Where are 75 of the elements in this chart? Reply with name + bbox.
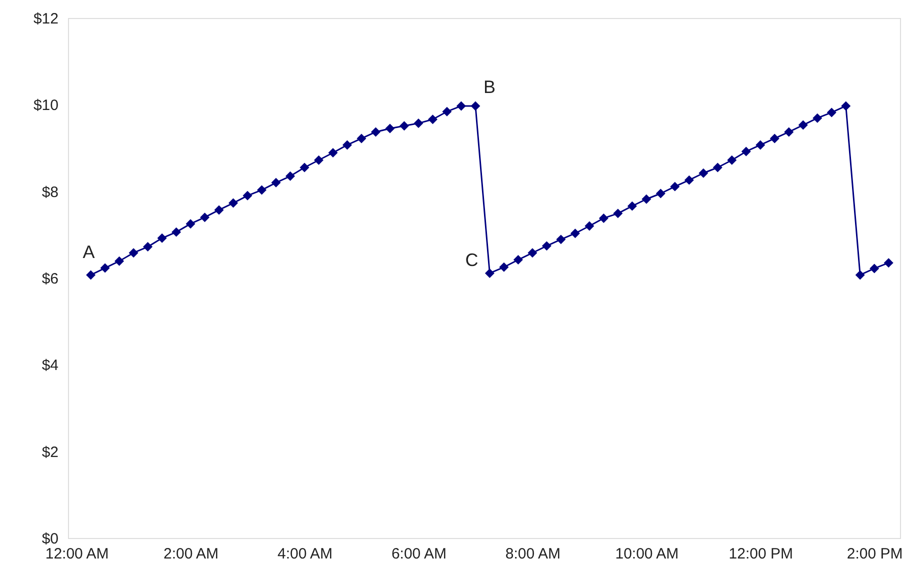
x-tick-label: 2:00 AM: [163, 546, 219, 562]
point: [727, 155, 737, 165]
point: [484, 268, 494, 278]
x-tick-label: 10:00 AM: [615, 546, 679, 562]
point: [456, 101, 466, 111]
point: [656, 188, 666, 198]
point: [342, 140, 352, 150]
y-tick-label: $0: [42, 530, 58, 548]
point: [855, 270, 865, 280]
point: [741, 146, 751, 156]
point: [798, 120, 808, 130]
point: [642, 194, 652, 204]
point: [414, 118, 424, 128]
x-tick-label: 4:00 AM: [277, 546, 333, 562]
point: [271, 178, 281, 188]
point: [114, 256, 124, 266]
x-tick-label: 12:00 PM: [728, 546, 793, 562]
point: [470, 101, 480, 111]
point: [556, 234, 566, 244]
point: [499, 262, 509, 272]
point: [186, 219, 196, 229]
point: [157, 233, 167, 243]
y-tick-label: $4: [42, 357, 58, 374]
point: [784, 127, 794, 137]
y-tick-label: $12: [33, 10, 58, 28]
y-tick-label: $8: [42, 184, 58, 201]
point: [684, 175, 694, 185]
point: [841, 101, 851, 111]
point: [385, 124, 395, 134]
point: [172, 227, 182, 237]
point: [812, 113, 822, 123]
point: [228, 198, 238, 208]
annotation: A: [82, 242, 95, 262]
point: [584, 221, 594, 231]
point: [100, 263, 110, 273]
point: [242, 190, 252, 200]
point: [884, 258, 894, 268]
point: [712, 162, 722, 172]
point: [328, 148, 338, 158]
point: [200, 212, 210, 222]
point: [698, 168, 708, 178]
point: [442, 106, 452, 116]
point: [300, 162, 310, 172]
point: [86, 270, 96, 280]
annotation: C: [465, 250, 478, 270]
point: [598, 213, 608, 223]
point: [542, 241, 552, 251]
point: [613, 208, 623, 218]
y-tick-label: $10: [33, 97, 58, 114]
point: [627, 201, 637, 211]
y-tick-label: $2: [42, 444, 58, 461]
point: [570, 228, 580, 238]
point: [356, 134, 366, 144]
point: [670, 182, 680, 192]
point: [770, 134, 780, 144]
point: [826, 108, 836, 118]
point: [143, 242, 153, 252]
point: [314, 155, 324, 165]
point: [870, 264, 880, 274]
annotation: B: [483, 76, 496, 97]
point: [528, 248, 538, 258]
x-tick-label: 2:00 PM: [846, 546, 903, 562]
x-tick-label: 8:00 AM: [505, 546, 560, 562]
point: [399, 121, 409, 131]
point: [257, 185, 266, 195]
point: [513, 255, 523, 265]
point: [286, 171, 295, 181]
x-tick-label: 6:00 AM: [391, 546, 446, 562]
point: [756, 140, 766, 150]
point: [370, 127, 380, 137]
x-tick-label: 12:00 AM: [45, 546, 109, 562]
point: [428, 114, 438, 124]
y-tick-label: $6: [42, 270, 58, 288]
point: [214, 205, 224, 215]
point: [128, 248, 138, 258]
